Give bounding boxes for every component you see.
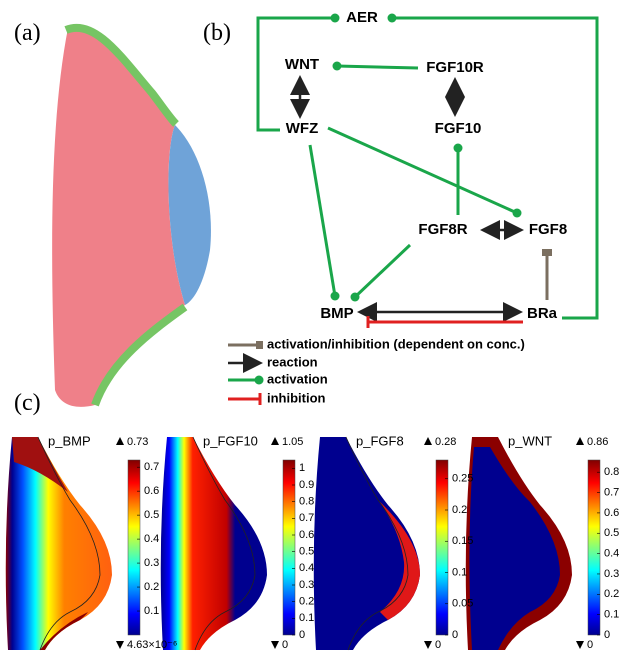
colorbar — [128, 460, 140, 635]
colorbar-tick-label: 0.3 — [604, 568, 619, 580]
colorbar-tick-label: 0.4 — [604, 548, 619, 560]
max-label: 1.05 — [282, 436, 303, 448]
min-marker — [116, 641, 124, 649]
colorbar-tick-label: 0.15 — [452, 535, 473, 547]
colorbar — [588, 460, 600, 635]
heatmap — [466, 437, 572, 650]
colorbar-tick-label: 0.6 — [144, 485, 159, 497]
limb-schematic — [52, 27, 211, 407]
colorbar-tick-label: 0.8 — [604, 466, 619, 478]
plot-title: p_BMP — [48, 433, 91, 448]
network: AER WNT FGF10R WFZ FGF10 FGF8R FGF8 BMP … — [258, 9, 597, 328]
max-marker — [424, 437, 432, 445]
colorbar-tick-label: 0.4 — [299, 562, 314, 574]
node: WFZ — [286, 120, 318, 137]
plot-title: p_FGF8 — [356, 433, 404, 448]
colorbar-tick-label: 0.4 — [144, 533, 159, 545]
node: FGF8R — [418, 221, 467, 238]
colorbar-tick-label: 0.5 — [604, 527, 619, 539]
node: AER — [346, 9, 378, 26]
min-label: 0 — [435, 639, 441, 651]
node: FGF10R — [426, 59, 484, 76]
panel-label: (a) — [14, 20, 41, 46]
colorbar-tick-label: 0 — [299, 629, 305, 641]
colorbar-tick-label: 0.5 — [299, 546, 314, 558]
min-label: 0 — [282, 639, 288, 651]
colorbar-tick-label: 0.1 — [299, 612, 314, 624]
colorbar-tick-label: 0.25 — [452, 473, 473, 485]
max-marker — [116, 437, 124, 445]
min-label: 4.63×10⁻⁶ — [127, 639, 177, 651]
legend-text: inhibition — [267, 390, 326, 405]
min-marker — [271, 641, 279, 649]
plot-title: p_WNT — [508, 433, 552, 448]
heatmap — [161, 437, 267, 650]
colorbar-tick-label: 0.05 — [452, 598, 473, 610]
legend-text: activation — [267, 371, 328, 386]
colorbar-tick-label: 0.7 — [299, 512, 314, 524]
colorbar-tick-label: 0.2 — [299, 596, 314, 608]
node: FGF8 — [529, 221, 567, 238]
heatmap — [314, 437, 420, 650]
colorbar — [436, 460, 448, 635]
node: BMP — [320, 305, 353, 322]
legend: activation/inhibition (dependent on conc… — [228, 336, 525, 405]
plot-title: p_FGF10 — [203, 433, 258, 448]
colorbar-tick-label: 0.7 — [604, 486, 619, 498]
colorbar-tick-label: 0.7 — [144, 461, 159, 473]
colorbar-tick-label: 0.1 — [144, 605, 159, 617]
colorbar-tick-label: 0.1 — [452, 566, 467, 578]
legend-text: reaction — [267, 354, 318, 369]
node: BRa — [527, 305, 558, 322]
max-label: 0.73 — [127, 436, 148, 448]
max-label: 0.28 — [435, 436, 456, 448]
colorbar — [283, 460, 295, 635]
colorbar-tick-label: 0.2 — [452, 504, 467, 516]
colorbar-tick-label: 0.3 — [299, 579, 314, 591]
heatmap — [6, 437, 112, 650]
colorbar-tick-label: 0.2 — [144, 581, 159, 593]
colorbar-tick-label: 0.6 — [604, 507, 619, 519]
min-marker — [576, 641, 584, 649]
colorbar-tick-label: 0.1 — [604, 609, 619, 621]
min-marker — [424, 641, 432, 649]
min-label: 0 — [587, 639, 593, 651]
max-label: 0.86 — [587, 436, 608, 448]
panel-label: (b) — [203, 20, 231, 46]
node: WNT — [285, 56, 319, 73]
node: FGF10 — [435, 120, 482, 137]
max-marker — [576, 437, 584, 445]
colorbar-tick-label: 0.5 — [144, 509, 159, 521]
figure: (a) (b) AER WNT FGF10R WFZ FGF10 FGF8R F… — [0, 0, 623, 652]
colorbar-tick-label: 1 — [299, 462, 305, 474]
colorbar-tick-label: 0.3 — [144, 557, 159, 569]
panel-label: (c) — [14, 390, 41, 416]
max-marker — [271, 437, 279, 445]
legend-text: activation/inhibition (dependent on conc… — [267, 336, 525, 351]
colorbar-tick-label: 0 — [452, 629, 458, 641]
colorbar-tick-label: 0.9 — [299, 479, 314, 491]
colorbar-tick-label: 0.8 — [299, 496, 314, 508]
colorbar-tick-label: 0.6 — [299, 529, 314, 541]
colorbar-tick-label: 0.2 — [604, 588, 619, 600]
colorbar-tick-label: 0 — [604, 629, 610, 641]
